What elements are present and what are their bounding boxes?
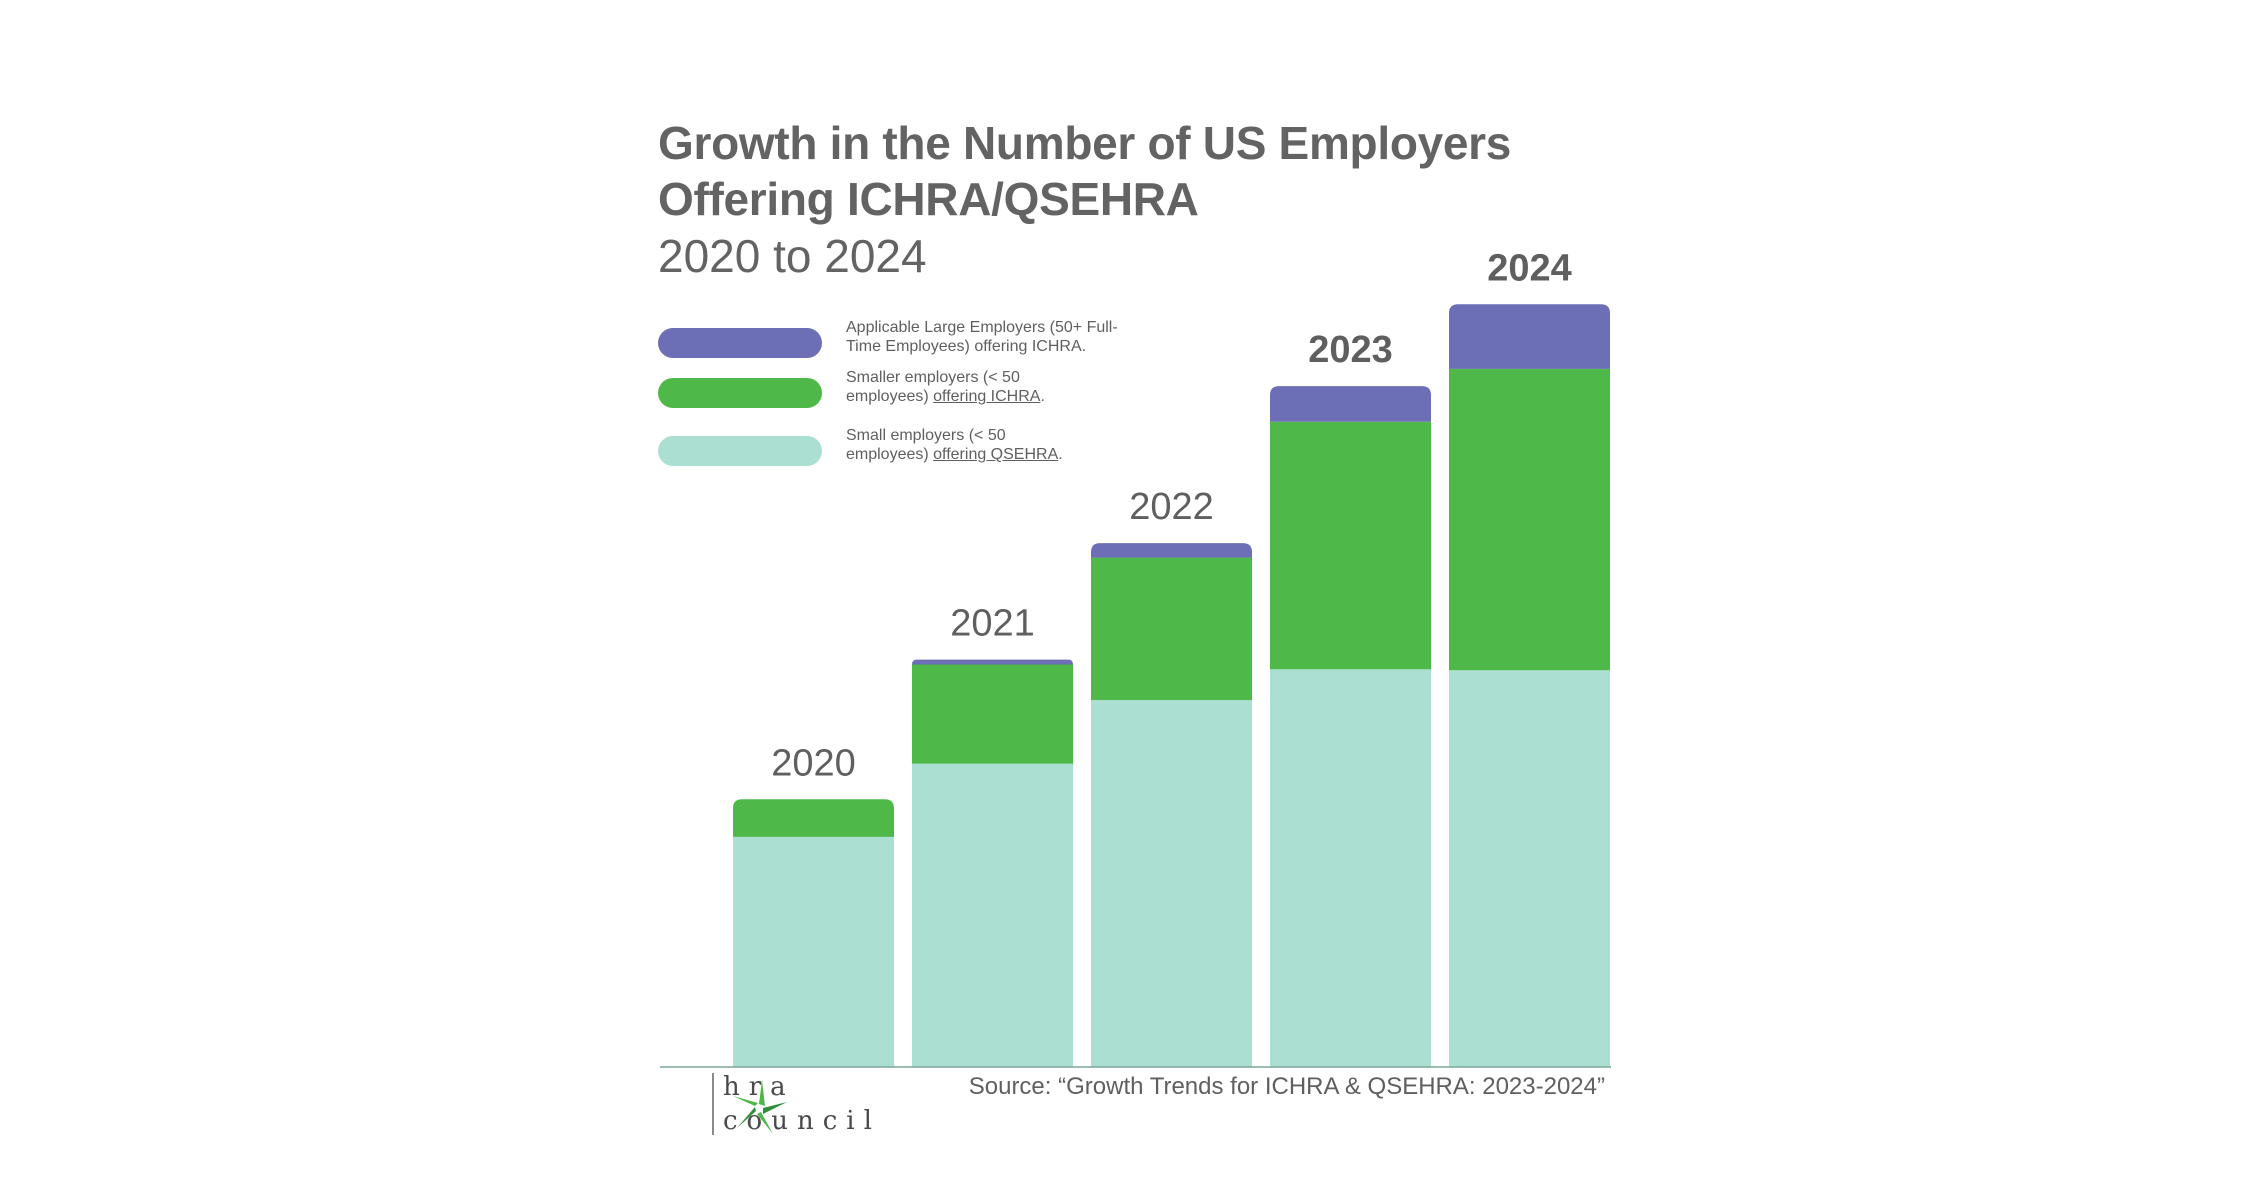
chart-title-line-2: Offering ICHRA/QSEHRA: [658, 173, 1199, 225]
logo-divider: [712, 1073, 714, 1135]
legend-label: Smaller employers (< 50 employees) offer…: [846, 368, 1186, 406]
legend-label-line-1: Applicable Large Employers (50+ Full-: [846, 319, 1118, 336]
logo-line-1: hra: [723, 1072, 795, 1102]
bar-segment-2023-series-1: [1270, 669, 1431, 1067]
legend-swatch-green: [658, 378, 822, 408]
bar-segment-2021-series-2: [912, 664, 1073, 764]
hra-council-star-icon: [733, 1080, 787, 1134]
bar-category-label-2023: 2023: [1308, 329, 1393, 371]
bar-category-label-2022: 2022: [1129, 486, 1214, 528]
bar-segment-2022-series-3: [1091, 543, 1252, 558]
legend-label-line-2: employees) offering QSEHRA.: [846, 446, 1063, 463]
bar-segment-2022-series-1: [1091, 700, 1252, 1067]
bar-segment-2024-series-2: [1449, 368, 1610, 671]
chart-title: Growth in the Number of US Employers Off…: [658, 115, 1511, 227]
bar-segment-2022-series-2: [1091, 557, 1252, 701]
bar-segment-2023-series-3: [1270, 386, 1431, 422]
legend-label: Small employers (< 50 employees) offerin…: [846, 426, 1186, 464]
bar-segment-2021-series-1: [912, 763, 1073, 1067]
legend-label-line-2: employees) offering ICHRA.: [846, 388, 1045, 405]
bar-segment-2020-series-1: [733, 836, 894, 1067]
logo-line-2: council: [723, 1106, 881, 1136]
bar-segment-2024-series-3: [1449, 304, 1610, 369]
chart-subtitle: 2020 to 2024: [658, 230, 927, 282]
bar-segment-2024-series-1: [1449, 670, 1610, 1067]
bar-category-label-2021: 2021: [950, 603, 1035, 645]
bar-category-label-2020: 2020: [771, 742, 856, 784]
bar-segment-2023-series-2: [1270, 421, 1431, 670]
legend-label-line-1: Small employers (< 50: [846, 427, 1006, 444]
logo-wordmark: hra council: [723, 1070, 881, 1138]
chart-title-line-1: Growth in the Number of US Employers: [658, 117, 1512, 169]
bar-category-label-2024: 2024: [1487, 247, 1572, 289]
legend-swatch-mint: [658, 436, 822, 466]
bar-segment-2021-series-3: [912, 659, 1073, 665]
bar-segment-2020-series-2: [733, 799, 894, 837]
legend-swatch-purple: [658, 328, 822, 358]
source-note: Source: “Growth Trends for ICHRA & QSEHR…: [968, 1073, 1605, 1100]
legend-label-line-2: Time Employees) offering ICHRA.: [846, 338, 1087, 355]
legend-label-line-1: Smaller employers (< 50: [846, 369, 1020, 386]
legend-label: Applicable Large Employers (50+ Full- Ti…: [846, 318, 1186, 356]
